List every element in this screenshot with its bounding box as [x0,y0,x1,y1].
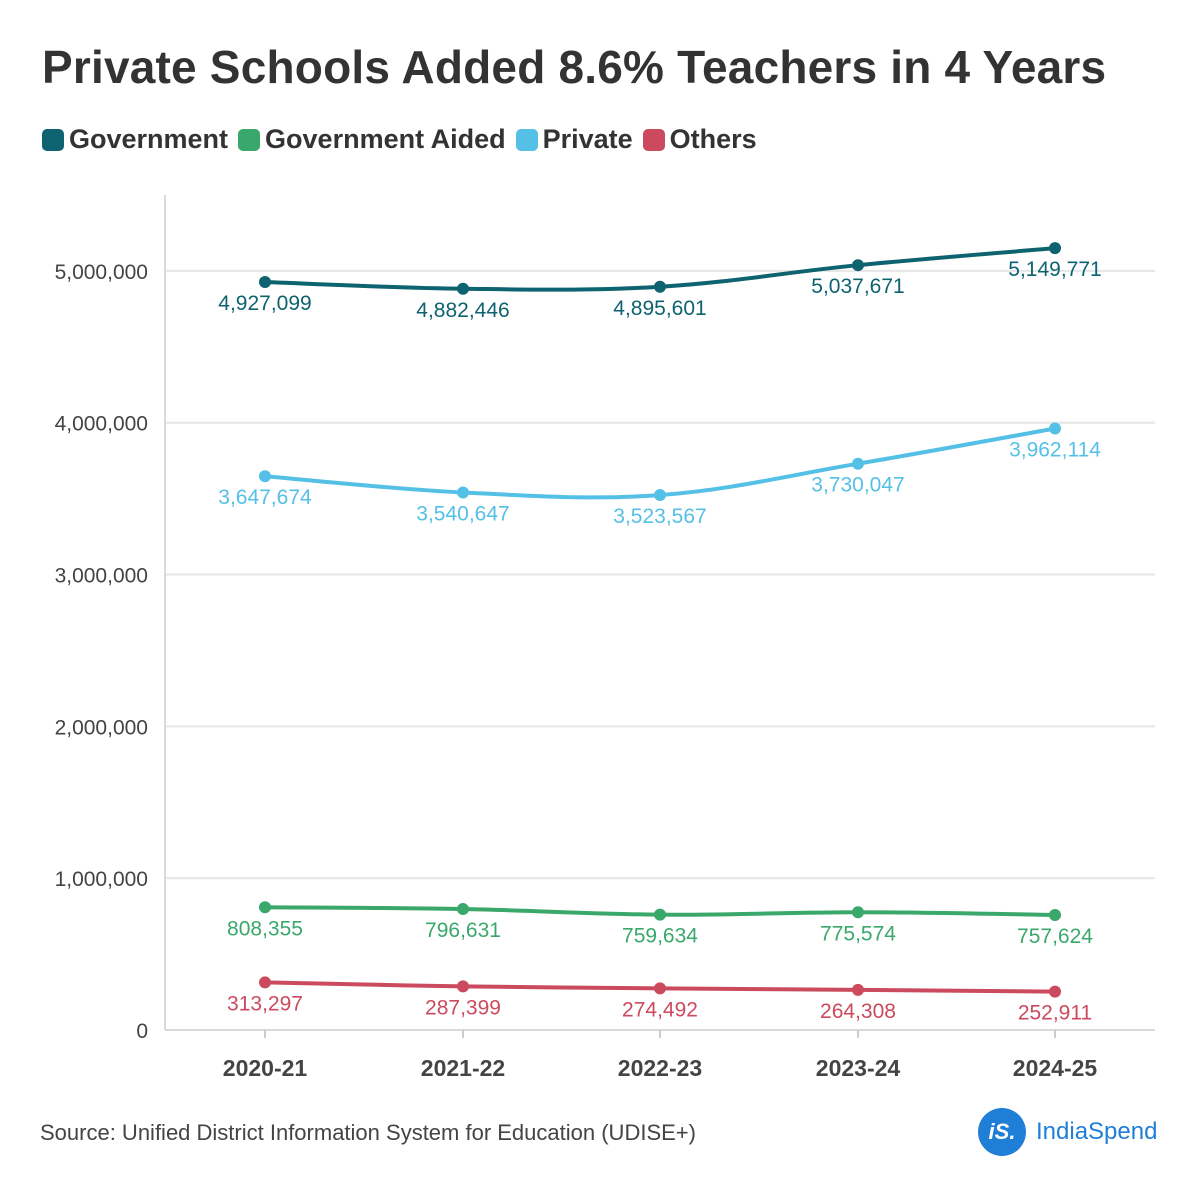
data-point-government-aided [457,903,469,916]
chart-title: Private Schools Added 8.6% Teachers in 4… [42,41,1107,93]
y-tick-label: 1,000,000 [55,868,148,891]
y-tick-label: 5,000,000 [55,261,148,284]
brand-name: IndiaSpend [1036,1118,1158,1145]
data-point-private [1049,422,1061,435]
legend-item-government: Government [42,124,228,155]
legend-item-government-aided: Government Aided [238,124,506,155]
brand-logo-icon: iS. [978,1108,1026,1156]
brand: iS. IndiaSpend [978,1108,1157,1156]
data-label-others: 274,492 [622,998,698,1021]
data-point-government [852,259,864,272]
legend-label: Government [69,124,229,154]
data-label-private: 3,730,047 [811,474,904,497]
data-label-government-aided: 808,355 [227,917,303,940]
y-tick-label: 4,000,000 [55,413,148,436]
legend-label: Others [669,124,757,154]
data-point-private [259,470,271,483]
series-line-private [263,426,1057,500]
legend-swatch [42,128,64,151]
data-label-government-aided: 757,624 [1017,925,1093,948]
legend-swatch [515,128,538,151]
data-point-government-aided [852,906,864,919]
x-tick-label: 2021-22 [421,1055,505,1081]
y-tick-label: 2,000,000 [55,716,148,739]
line-chart: 0 1,000,000 2,000,000 3,000,000 4,000,000 5,0… [55,195,1155,1081]
data-label-government-aided: 796,631 [425,919,501,942]
data-point-government-aided [259,901,271,914]
data-point-government [259,275,271,288]
data-label-others: 264,308 [820,1000,896,1023]
data-label-private: 3,647,674 [218,486,312,509]
legend-item-others: Others [642,124,757,155]
data-point-others [852,983,864,996]
data-label-government: 4,882,446 [416,299,509,322]
data-label-government-aided: 759,634 [622,925,698,948]
x-tick-label: 2022-23 [618,1055,702,1081]
data-label-others: 287,399 [425,996,501,1019]
source-note: Source: Unified District Information Sys… [40,1120,696,1145]
data-label-others: 252,911 [1018,1002,1092,1025]
data-point-private [654,489,666,502]
legend-item-private: Private [515,124,633,155]
data-label-government: 4,895,601 [613,297,706,320]
data-label-government-aided: 775,574 [820,922,896,945]
x-tick-label: 2024-25 [1013,1055,1098,1081]
x-tick-label: 2020-21 [223,1055,308,1081]
legend-swatch [238,128,261,151]
legend: Government Government Aided Private Others [42,124,757,155]
data-point-others [1049,985,1061,998]
data-point-others [654,982,666,995]
data-point-private [457,486,469,499]
data-point-government [654,280,666,293]
y-tick-label: 0 [136,1020,148,1043]
data-point-government-aided [654,908,666,921]
data-label-others: 313,297 [227,992,303,1015]
legend-label: Private [542,124,633,154]
y-tick-label: 3,000,000 [55,565,148,588]
data-label-government: 5,037,671 [811,275,904,298]
data-point-government-aided [1049,908,1061,921]
legend-swatch [642,128,665,151]
data-label-private: 3,523,567 [613,505,706,528]
legend-label: Government Aided [265,124,506,154]
data-label-private: 3,540,647 [416,502,509,525]
data-point-government [1049,242,1061,255]
data-label-government: 4,927,099 [218,292,311,315]
data-point-others [457,980,469,993]
data-point-private [852,457,864,470]
x-tick-label: 2023-24 [816,1055,901,1081]
data-point-government [457,282,469,295]
data-point-others [259,976,271,989]
data-label-government: 5,149,771 [1008,258,1101,281]
data-label-private: 3,962,114 [1009,438,1101,461]
